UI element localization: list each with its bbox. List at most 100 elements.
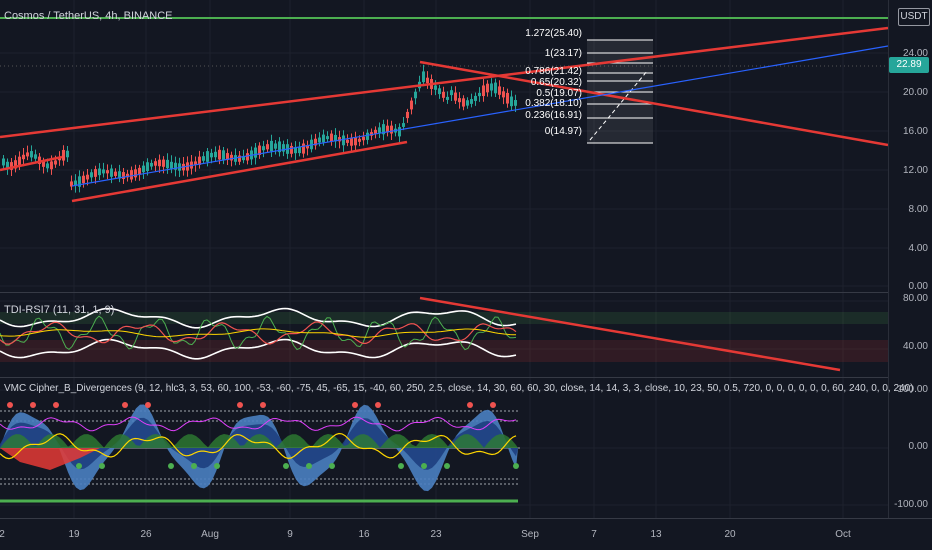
candle-body [206, 151, 209, 162]
candle-body [214, 151, 217, 158]
vmc-axis-label: 100.00 [897, 384, 928, 395]
fib-level-label[interactable]: 1.272(25.40) [525, 28, 582, 39]
candle-body [106, 170, 109, 174]
time-axis-label: 20 [724, 529, 736, 540]
candle-body [90, 172, 93, 178]
fib-level-label[interactable]: 0(14.97) [544, 126, 582, 137]
candle-body [410, 100, 413, 110]
money-flow-negative [0, 448, 100, 470]
vmc-signal-dot [329, 463, 335, 469]
candle-body [150, 162, 153, 167]
fib-level-label[interactable]: 1(23.17) [544, 48, 582, 59]
fib-level-label[interactable]: 0.382(18.10) [525, 98, 582, 109]
candle-body [22, 154, 25, 160]
candle-body [402, 123, 405, 127]
vmc-signal-dot [191, 463, 197, 469]
pane-separator-1[interactable] [0, 292, 888, 293]
pane-separator-2[interactable] [0, 377, 888, 378]
price-axis-separator [888, 0, 889, 518]
time-axis-label: 26 [140, 529, 152, 540]
oversold-band [0, 340, 888, 362]
resistance-line [419, 60, 889, 147]
vmc-indicator-title[interactable]: VMC Cipher_B_Divergences (9, 12, hlc3, 3… [4, 383, 914, 394]
rsi-signal-line [0, 321, 517, 345]
candle-body [266, 144, 269, 150]
vmc-signal-dot [375, 402, 381, 408]
fib-level-label[interactable]: 0.236(16.91) [525, 110, 582, 121]
candle-body [142, 165, 145, 173]
candle-body [446, 96, 449, 100]
candle-body [226, 153, 229, 160]
candle-body [454, 92, 457, 101]
time-axis-label: Aug [201, 529, 219, 540]
candle-body [514, 100, 517, 106]
candle-body [370, 132, 373, 136]
time-axis-label: Sep [521, 529, 539, 540]
vmc-signal-dot [398, 463, 404, 469]
candle-body [242, 156, 245, 161]
candle-body [390, 125, 393, 134]
candle-body [466, 100, 469, 106]
candle-body [382, 124, 385, 135]
candle-body [170, 161, 173, 169]
price-axis-label: 24.00 [902, 48, 928, 59]
candle-body [210, 152, 213, 158]
candle-body [222, 150, 225, 161]
candle-body [306, 145, 309, 149]
candle-body [94, 169, 97, 177]
symbol-title[interactable]: Cosmos / TetherUS, 4h, BINANCE [4, 10, 173, 22]
rsi-axis-label: 80.00 [902, 293, 928, 304]
candle-body [130, 170, 133, 180]
candle-body [298, 146, 301, 154]
candle-body [50, 161, 53, 170]
candle-body [366, 132, 369, 140]
candle-body [358, 138, 361, 142]
vmc-signal-dot [76, 463, 82, 469]
candle-body [158, 159, 161, 167]
candle-body [282, 144, 285, 152]
candle-body [342, 135, 345, 146]
candle-body [278, 141, 281, 153]
candle-body [66, 150, 69, 158]
candle-body [486, 83, 489, 93]
candle-body [14, 160, 17, 169]
candle-body [138, 167, 141, 175]
candle-body [86, 174, 89, 180]
vmc-signal-dot [513, 463, 519, 469]
fib-level-label[interactable]: 0.5(19.07) [536, 88, 582, 99]
candle-body [258, 145, 261, 155]
candle-body [442, 91, 445, 98]
vmc-signal-dot [30, 402, 36, 408]
rsi-axis-label: 40.00 [902, 341, 928, 352]
candle-body [438, 88, 441, 95]
currency-badge[interactable]: USDT [898, 8, 930, 26]
candle-body [458, 98, 461, 103]
candle-body [122, 172, 125, 180]
candle-body [202, 156, 205, 161]
rsi-indicator-title[interactable]: TDI-RSI7 (11, 31, 1, 9) [4, 304, 115, 316]
candle-body [338, 137, 341, 142]
vmc-signal-dot [260, 402, 266, 408]
candle-body [218, 149, 221, 160]
candle-body [498, 86, 501, 95]
candle-body [478, 92, 481, 97]
price-axis-label: 0.00 [908, 281, 928, 292]
candle-body [98, 168, 101, 176]
fib-level-label[interactable]: 0.65(20.32) [530, 77, 582, 88]
candle-body [174, 162, 177, 170]
price-axis-label: 12.00 [902, 165, 928, 176]
rsi-pane [0, 296, 888, 372]
candle-body [470, 99, 473, 104]
rsi-base-line [0, 328, 516, 338]
vmc-rsi-line [0, 416, 517, 432]
fib-level-label[interactable]: 0.786(21.42) [525, 66, 582, 77]
time-axis-label: 16 [358, 529, 370, 540]
candle-body [494, 82, 497, 94]
candle-body [274, 143, 277, 149]
candle-body [154, 161, 157, 166]
candle-body [462, 98, 465, 107]
time-axis-separator [0, 518, 932, 519]
candle-body [330, 133, 333, 142]
vmc-signal-dot [306, 463, 312, 469]
